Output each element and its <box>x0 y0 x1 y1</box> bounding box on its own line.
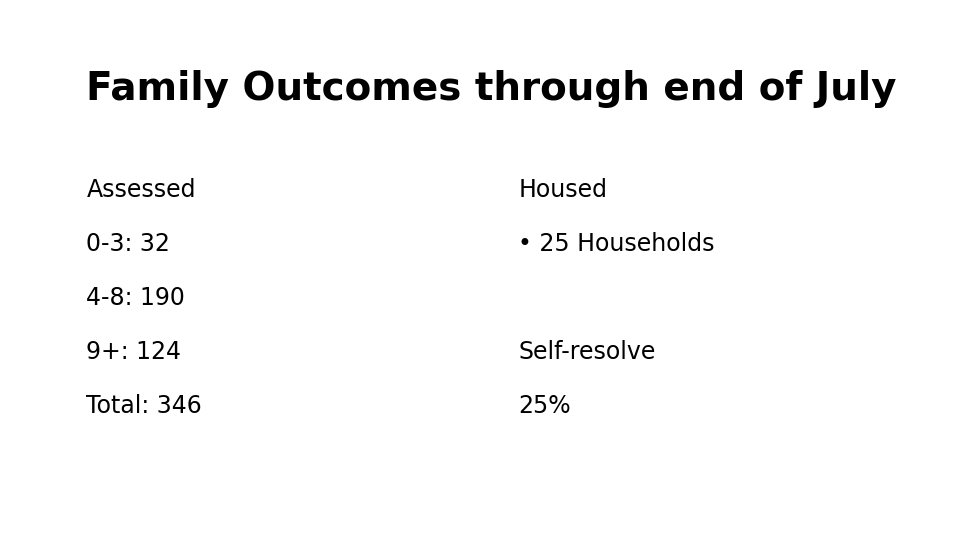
Text: Assessed: Assessed <box>86 178 196 202</box>
Text: 0-3: 32: 0-3: 32 <box>86 232 170 256</box>
Text: • 25 Households: • 25 Households <box>518 232 715 256</box>
Text: Family Outcomes through end of July: Family Outcomes through end of July <box>86 70 897 108</box>
Text: Self-resolve: Self-resolve <box>518 340 656 364</box>
Text: 9+: 124: 9+: 124 <box>86 340 181 364</box>
Text: Housed: Housed <box>518 178 608 202</box>
Text: 4-8: 190: 4-8: 190 <box>86 286 185 310</box>
Text: 25%: 25% <box>518 394 571 418</box>
Text: Total: 346: Total: 346 <box>86 394 203 418</box>
